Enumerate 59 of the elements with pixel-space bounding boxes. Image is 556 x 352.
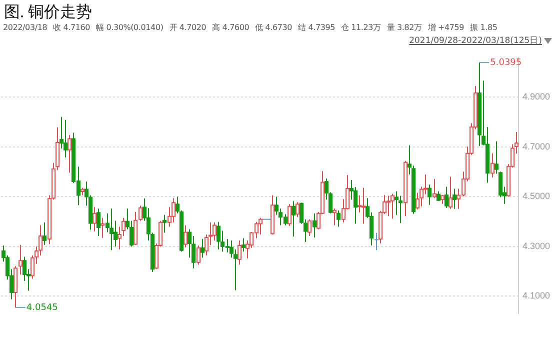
candlestick (162, 214, 166, 234)
y-tick-label: 4.1000 (522, 290, 550, 301)
candlestick (288, 204, 292, 227)
chart-title: 图. 铜价走势 (4, 2, 92, 23)
text: 幅 0.30%(0.0140) (96, 23, 164, 32)
text: 开 4.7020 (169, 23, 206, 32)
text: 收 4.7160 (53, 23, 90, 32)
candlestick (432, 178, 436, 198)
candlestick (308, 218, 312, 236)
candlestick (312, 212, 316, 238)
y-tick-label: 4.9000 (522, 92, 550, 102)
text: 2021/09/28-2022/03/18(125日) (409, 35, 542, 47)
text: 低 4.6730 (255, 23, 292, 32)
text: 振 1.85 (470, 23, 498, 32)
candlestick (374, 232, 379, 251)
candlestick (390, 193, 394, 220)
candlestick (172, 198, 176, 223)
candlestick (18, 244, 22, 276)
annotation: 4.0545 (26, 302, 58, 313)
candlestick (242, 238, 246, 252)
candlestick (64, 119, 68, 158)
text: 高 4.7600 (212, 23, 250, 32)
candlestick (92, 206, 96, 232)
annotation: 5.0395 (490, 58, 522, 68)
candlestick (452, 188, 456, 210)
candlestick (258, 217, 262, 235)
candlestick (68, 134, 72, 174)
text: 2022/03/18 (3, 23, 48, 32)
candlestick (362, 187, 366, 224)
candlestick (296, 202, 300, 218)
candlestick (200, 238, 204, 258)
candlestick (134, 211, 138, 246)
candlestick (238, 240, 242, 266)
candlestick (490, 152, 494, 178)
candlestick (184, 224, 188, 248)
candlestick (332, 208, 336, 226)
y-tick-label: 4.5000 (522, 191, 550, 202)
candlestick (96, 208, 100, 236)
candlestick (138, 205, 142, 222)
candlestick (398, 195, 402, 224)
text: 结 4.7395 (298, 23, 336, 32)
candlestick (386, 195, 390, 217)
text: 仓 11.23万 (341, 23, 381, 32)
candlestick (292, 200, 296, 237)
candlestick (110, 208, 114, 251)
candlestick (100, 217, 104, 238)
text: 量 3.82万 (386, 23, 422, 32)
candlestick (336, 210, 340, 228)
y-tick-label: 4.7000 (522, 141, 550, 152)
candlestick (42, 222, 46, 246)
candlestick (196, 244, 200, 266)
text: 增 +4759 (428, 23, 464, 32)
candlestick (444, 186, 448, 208)
candlestick (216, 221, 220, 250)
candlestick (436, 190, 440, 202)
candlestick (448, 176, 452, 210)
candlestick (428, 184, 432, 206)
candlestick (212, 222, 216, 241)
y-tick-label: 4.3000 (522, 240, 550, 251)
